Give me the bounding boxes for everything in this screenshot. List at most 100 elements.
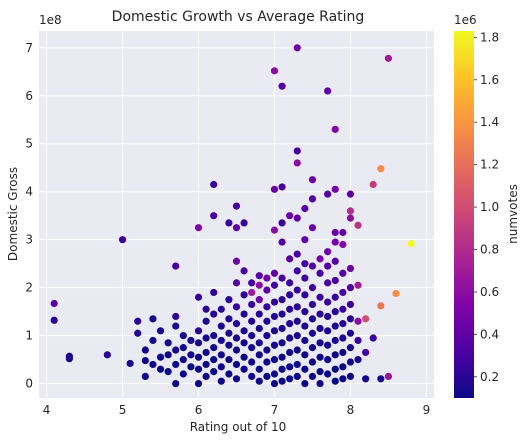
scatter-point [225, 219, 233, 227]
scatter-point [255, 339, 263, 347]
scatter-point [377, 165, 385, 173]
scatter-point [210, 180, 218, 189]
scatter-point [369, 180, 377, 189]
scatter-point [301, 380, 309, 388]
scatter-point [316, 368, 324, 376]
scatter-point [50, 316, 58, 324]
y-tick-label: 6 [25, 89, 33, 103]
scatter-point [232, 334, 241, 342]
scatter-point [248, 344, 256, 352]
scatter-point [263, 358, 271, 366]
colorbar-tick-labels: 0.2 0.4 0.6 0.8 1.0 1.2 1.4 1.6 1.8 [474, 30, 499, 384]
scatter-point [324, 370, 332, 378]
scatter-point [263, 317, 271, 325]
scatter-point [149, 360, 157, 369]
scatter-point [202, 317, 210, 325]
scatter-point [240, 327, 248, 335]
y-tick-label: 7 [25, 41, 33, 55]
scatter-point [179, 356, 187, 364]
scatter-point [248, 288, 256, 297]
x-tick-label: 9 [423, 403, 431, 417]
scatter-point [346, 264, 355, 273]
scatter-point [232, 360, 241, 369]
scatter-point [339, 348, 347, 357]
scatter-point [65, 352, 73, 360]
scatter-point [263, 346, 271, 354]
x-tick-label: 7 [271, 403, 279, 417]
scatter-point [164, 368, 172, 376]
scatter-point [202, 360, 210, 369]
scatter-point [210, 356, 218, 364]
scatter-point [225, 356, 233, 364]
scatter-point [278, 238, 286, 246]
scatter-point [377, 302, 385, 310]
scatter-point [308, 358, 317, 366]
scatter-point [248, 279, 256, 287]
scatter-point [346, 315, 355, 323]
scatter-point [354, 281, 362, 289]
scatter-point [278, 377, 286, 385]
scatter-point [187, 336, 195, 345]
scatter-point [118, 236, 127, 244]
scatter-point [270, 67, 279, 75]
y-tick-label: 0 [25, 377, 33, 391]
scatter-point [255, 281, 263, 289]
scatter-point [134, 317, 142, 325]
scatter-point [240, 365, 248, 373]
scatter-point [324, 312, 332, 321]
colorbar-tick-label: 0.2 [480, 370, 499, 384]
scatter-point [179, 370, 187, 378]
scatter-point [225, 296, 233, 304]
scatter-point [346, 190, 355, 198]
y-offset-label: 1e8 [39, 13, 62, 27]
scatter-point [331, 228, 339, 237]
scatter-point [232, 279, 241, 287]
scatter-point [286, 291, 294, 299]
scatter-point [407, 239, 415, 248]
scatter-point [217, 351, 225, 359]
scatter-point [202, 348, 210, 357]
scatter-point [339, 320, 347, 328]
scatter-point [346, 284, 355, 292]
scatter-point [362, 375, 370, 383]
y-tick-label: 1 [25, 329, 33, 343]
scatter-point [346, 207, 355, 215]
scatter-point [156, 327, 165, 335]
scatter-point [384, 372, 393, 381]
scatter-point [301, 291, 309, 299]
scatter-point [339, 375, 347, 383]
scatter-point [232, 320, 241, 328]
scatter-point [339, 288, 347, 297]
scatter-point [225, 370, 233, 378]
x-tick-label: 5 [119, 403, 127, 417]
scatter-point [278, 219, 286, 227]
scatter-point [179, 332, 187, 340]
scatter-point [301, 336, 309, 345]
scatter-point [134, 329, 142, 337]
scatter-point [293, 147, 301, 155]
scatter-point [362, 315, 370, 323]
scatter-point [316, 324, 324, 333]
scatter-point [194, 339, 203, 347]
scatter-point [301, 204, 309, 213]
scatter-point [194, 293, 203, 301]
scatter-point [286, 255, 294, 263]
scatter-point [263, 332, 271, 340]
scatter-point [301, 351, 309, 359]
scatter-point [278, 324, 286, 333]
scatter-point [308, 284, 317, 292]
scatter-point [286, 212, 294, 220]
scatter-point [324, 341, 332, 349]
scatter-point [232, 257, 241, 265]
scatter-point [346, 329, 355, 337]
scatter-point [286, 363, 294, 371]
scatter-point [255, 272, 263, 280]
scatter-point [50, 299, 58, 308]
scatter-point [255, 310, 263, 318]
scatter-point [331, 293, 339, 301]
scatter-point [301, 365, 309, 373]
scatter-point [240, 291, 248, 299]
scatter-point [270, 185, 279, 193]
scatter-point [156, 365, 165, 373]
scatter-point [103, 351, 111, 359]
